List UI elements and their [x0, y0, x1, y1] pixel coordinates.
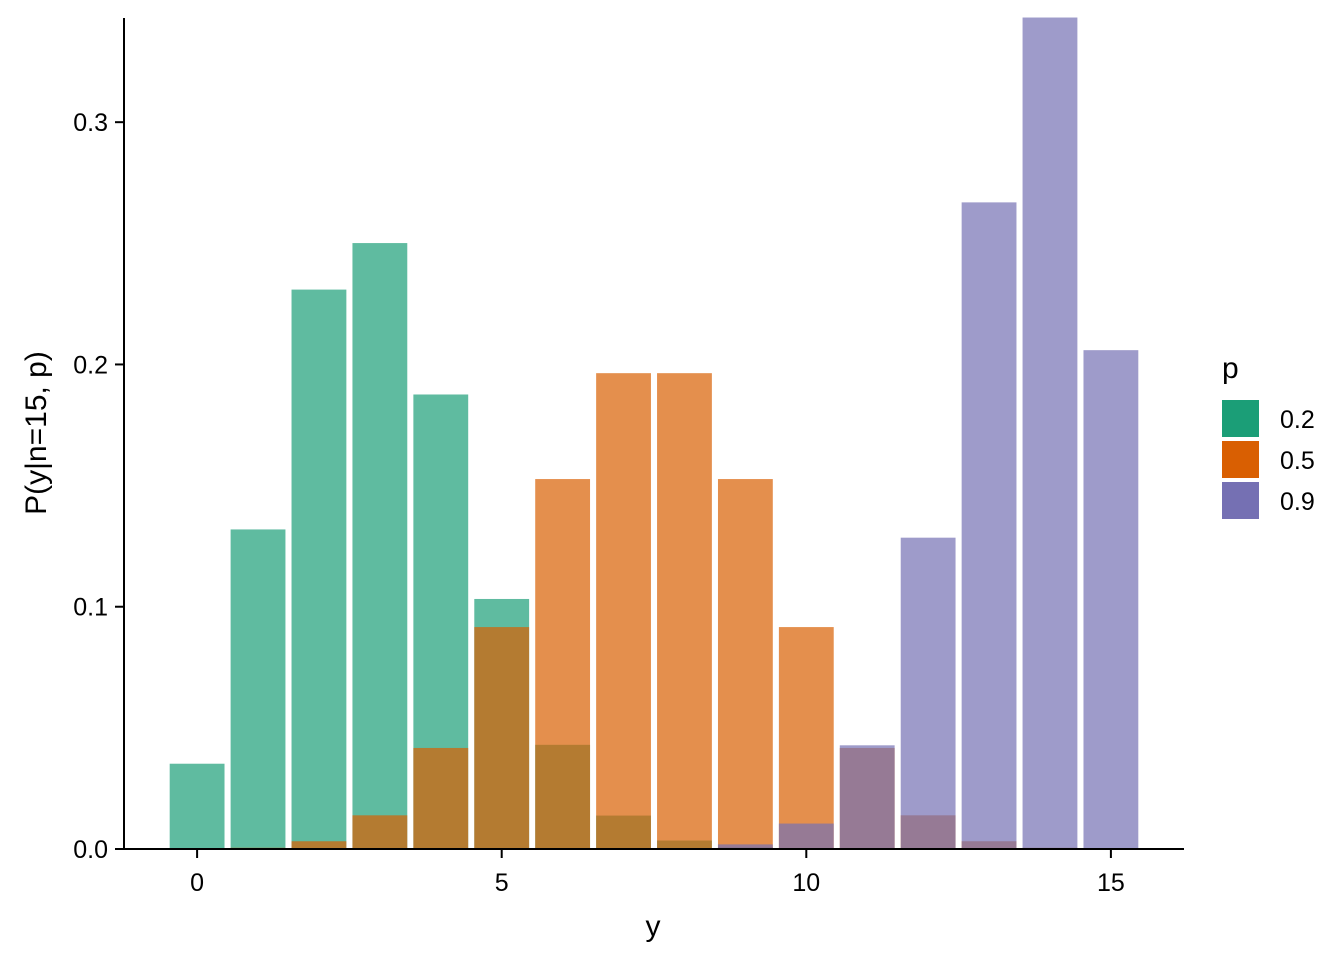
bar-p0.5-y5: [474, 627, 530, 849]
y-tick-label-3: 0.3: [73, 109, 108, 137]
bar-p0.9-y10: [778, 823, 834, 849]
series-0.9: [717, 17, 1139, 849]
x-tick-label-15: 15: [1097, 869, 1125, 897]
y-tick-label-2: 0.2: [73, 351, 108, 379]
bar-p0.5-y7: [596, 373, 651, 849]
legend-swatch-0.2: [1222, 400, 1259, 437]
legend-label-0.2: 0.2: [1280, 406, 1315, 434]
y-tick-label-0: 0.0: [73, 836, 108, 864]
bar-p0.9-y12: [900, 537, 956, 849]
legend-swatch-0.5: [1222, 441, 1259, 478]
bar-p0.2-y2: [291, 289, 347, 850]
x-tick-label-0: 0: [190, 869, 204, 897]
axes-layer: [123, 18, 1184, 850]
y-axis-title: P(y|n=15, p): [20, 351, 53, 515]
bar-p0.5-y8: [657, 373, 712, 849]
bar-p0.2-y3: [352, 243, 408, 849]
x-ticks: 0 5 10 15: [190, 849, 1125, 897]
bar-p0.9-y9: [717, 844, 773, 849]
x-tick-label-10: 10: [792, 869, 820, 897]
bar-p0.9-y11: [839, 745, 895, 849]
bar-p0.9-y14: [1022, 17, 1078, 849]
y-tick-label-1: 0.1: [73, 594, 108, 622]
bar-p0.9-y15: [1083, 350, 1139, 849]
bar-p0.2-y1: [230, 529, 286, 849]
bar-p0.5-y9: [717, 479, 773, 849]
bar-p0.9-y13: [961, 202, 1017, 849]
bar-p0.2-y0: [169, 763, 225, 849]
legend-label-0.9: 0.9: [1280, 488, 1315, 516]
bar-p0.5-y3: [352, 815, 408, 849]
bar-p0.5-y2: [291, 841, 347, 849]
bars-layer: [169, 17, 1139, 850]
bar-p0.5-y4: [413, 747, 469, 849]
x-tick-label-5: 5: [495, 869, 509, 897]
y-ticks: 0.0 0.1 0.2 0.3: [73, 109, 124, 864]
legend-swatch-0.9: [1222, 482, 1259, 519]
bar-p0.5-y10: [778, 627, 834, 849]
bar-p0.5-y6: [535, 479, 591, 849]
legend-title: p: [1222, 352, 1239, 385]
legend: p 0.2 0.5 0.9: [1222, 352, 1315, 519]
x-axis-title: y: [646, 910, 661, 943]
legend-label-0.5: 0.5: [1280, 447, 1315, 475]
